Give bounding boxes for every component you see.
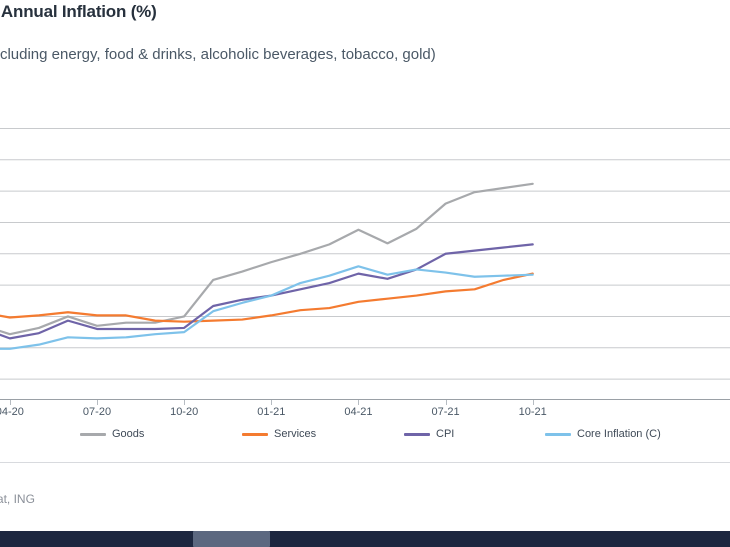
legend-item-services[interactable]: Services <box>242 428 316 440</box>
x-axis-label: 01-21 <box>257 406 286 418</box>
legend-item-label: CPI <box>436 428 455 440</box>
x-axis-label: 10-21 <box>518 406 547 418</box>
x-axis-tick <box>271 400 273 405</box>
chart-title: ition of Annual Inflation (%) <box>0 2 157 21</box>
x-axis-line <box>0 399 730 400</box>
x-axis-label: 07-21 <box>431 406 460 418</box>
x-axis-tick <box>532 400 534 405</box>
x-axis-tick <box>358 400 360 405</box>
x-axis-tick <box>445 400 447 405</box>
legend-swatch-icon <box>242 432 268 436</box>
series-line-goods <box>0 182 534 336</box>
legend-swatch-icon <box>404 432 430 436</box>
x-axis-label: 04-21 <box>344 406 373 418</box>
legend-item-label: Core Inflation (C) <box>577 428 661 440</box>
x-axis-ticks: 0-1901-2004-2007-2010-2001-2104-2107-211… <box>0 400 730 422</box>
legend-divider <box>0 462 730 463</box>
legend-item-label: Services <box>274 428 317 440</box>
x-axis-label: 07-20 <box>82 406 112 418</box>
chart-subtitle: = CPI excluding energy, food & drinks, a… <box>0 46 436 63</box>
horizontal-scrollbar[interactable] <box>0 531 730 547</box>
legend-item-goods[interactable]: Goods <box>80 428 144 440</box>
series-line-core-inflation-c <box>0 265 534 350</box>
legend-swatch-icon <box>545 432 571 436</box>
source-note: TurkStat, ING <box>0 492 35 506</box>
x-axis-tick <box>9 400 11 405</box>
x-axis-tick <box>184 400 186 405</box>
x-axis-label: 10-20 <box>170 406 199 418</box>
chart-legend: Goods Services CPI Core Inflation (C) <box>0 428 730 452</box>
scrollbar-thumb[interactable] <box>192 531 271 547</box>
legend-item-cpi[interactable]: CPI <box>404 428 454 440</box>
x-axis-tick <box>97 400 98 405</box>
x-axis-label: 04-20 <box>0 406 24 418</box>
line-chart-svg <box>0 127 730 380</box>
legend-item-core-inflation-c[interactable]: Core Inflation (C) <box>545 428 661 440</box>
legend-item-label: Goods <box>112 428 145 440</box>
series-line-services <box>0 272 534 323</box>
plot-area <box>0 118 730 400</box>
legend-swatch-icon <box>80 432 106 436</box>
